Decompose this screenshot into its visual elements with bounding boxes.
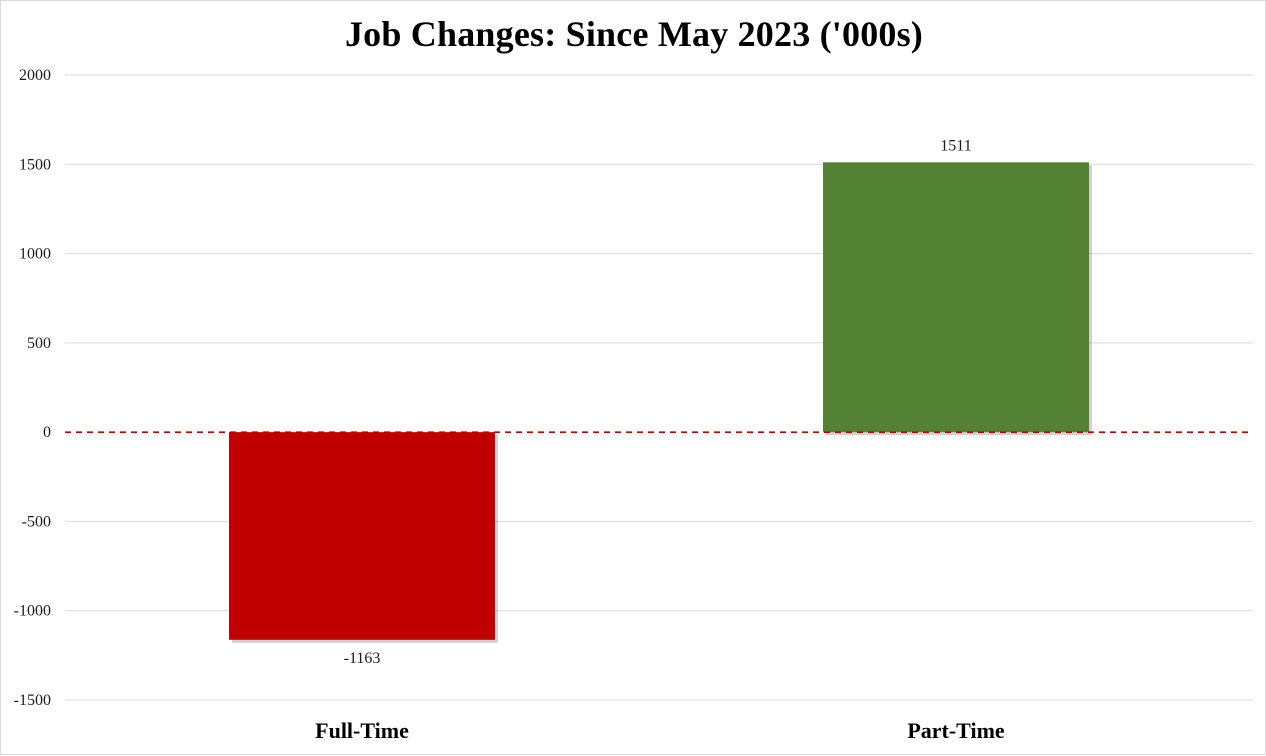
x-axis-categories: Full-Time Part-Time <box>315 718 1005 743</box>
y-axis-ticks: -1500 -1000 -500 0 500 1000 1500 2000 <box>14 67 51 709</box>
y-tick-label: 2000 <box>19 67 51 84</box>
x-category-label: Full-Time <box>315 718 409 743</box>
y-tick-label: 1000 <box>19 246 51 263</box>
x-category-label: Part-Time <box>907 718 1005 743</box>
bar-part-time <box>823 162 1089 433</box>
y-tick-label: -1500 <box>14 692 51 709</box>
data-labels: -1163 1511 <box>344 137 972 667</box>
y-tick-label: -1000 <box>14 603 51 620</box>
bars <box>229 162 1092 643</box>
chart-title: Job Changes: Since May 2023 ('000s) <box>344 14 923 54</box>
data-label: -1163 <box>344 650 381 667</box>
bar-full-time <box>229 432 495 640</box>
data-label: 1511 <box>940 137 971 154</box>
y-tick-label: 1500 <box>19 156 51 173</box>
y-tick-label: 0 <box>43 424 51 441</box>
y-tick-label: -500 <box>22 513 51 530</box>
y-tick-label: 500 <box>27 335 51 352</box>
